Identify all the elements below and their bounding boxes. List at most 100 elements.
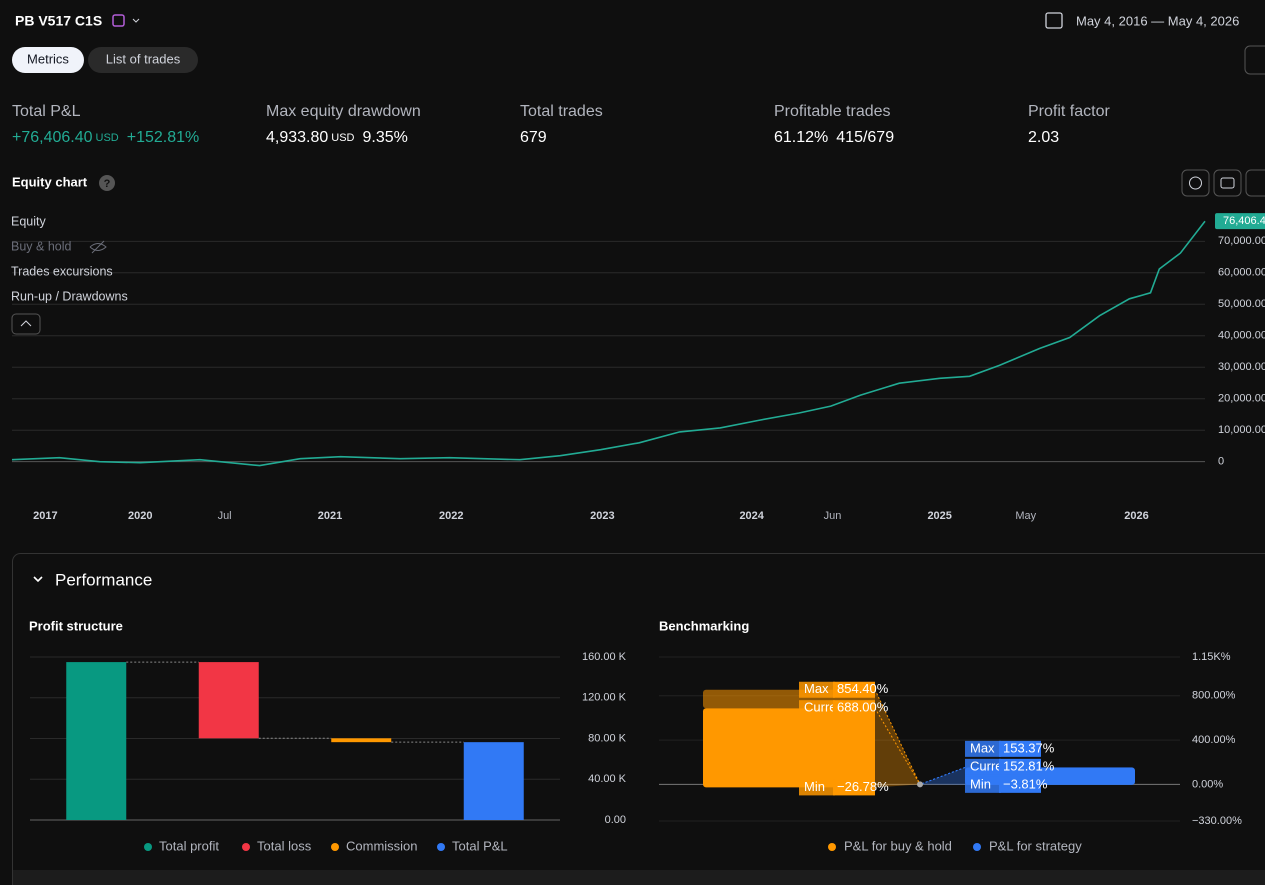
profit-structure: 0.00 40.00 K 80.00 K 120.00 K 160.00 K Total … xyxy=(30,651,627,853)
y-tick-label: 120.00 K xyxy=(582,692,627,704)
y-tick-label: 160.00 K xyxy=(582,651,627,663)
metric-label: Profit factor xyxy=(1028,103,1110,120)
metric-value: 2.03 xyxy=(1028,129,1059,146)
legend-label: P&L for strategy xyxy=(989,838,1082,853)
y-tick-label: 80.00 K xyxy=(588,732,627,744)
legend-dot xyxy=(437,843,445,851)
spread-line xyxy=(919,767,966,785)
metric-unit: USD xyxy=(331,132,354,144)
legend-option[interactable]: Buy & hold xyxy=(11,239,72,253)
legend-label: Commission xyxy=(346,838,418,853)
legend-dot xyxy=(242,843,250,851)
y-tick-label: 0 xyxy=(1218,456,1224,468)
date-range[interactable]: May 4, 2016 — May 4, 2026 xyxy=(1076,13,1239,28)
equity-chart: 0 10,000.00 20,000.00 30,000.00 40,000.00 50,… xyxy=(11,213,1265,522)
legend-dot xyxy=(973,843,981,851)
strategy-icon xyxy=(112,14,125,27)
legend-label: Total profit xyxy=(159,838,219,853)
stat-value-box xyxy=(833,700,875,717)
calendar-icon[interactable] xyxy=(1045,12,1063,29)
stat-label-box xyxy=(799,779,835,796)
y-tick-label: 0.00 xyxy=(605,814,626,826)
metric-value: +76,406.40 USD +152.81% xyxy=(12,129,199,146)
metric-number: +76,406.40 xyxy=(12,129,93,146)
metric-value: 61.12% 415/679 xyxy=(774,129,894,146)
metric-number: 2.03 xyxy=(1028,129,1059,146)
metric-label: Profitable trades xyxy=(774,103,891,120)
metrics: Total P&L+76,406.40 USD +152.81%Max equity… xyxy=(12,103,1110,146)
performance-title[interactable]: Performance xyxy=(55,570,152,589)
stat-value-box xyxy=(999,758,1041,775)
legend-option[interactable]: Trades excursions xyxy=(11,264,113,278)
stat-value-box xyxy=(833,681,875,698)
stat-label-box xyxy=(965,758,1001,775)
profit-title: Profit structure xyxy=(29,618,123,633)
metric-number: 4,933.80 xyxy=(266,129,328,146)
performance-panel xyxy=(12,553,1265,885)
metric-extra: +152.81% xyxy=(127,129,200,146)
x-tick-label: 2023 xyxy=(590,510,614,522)
y-tick-label: −330.00% xyxy=(1192,815,1242,827)
x-tick-label: 2022 xyxy=(439,510,463,522)
stat-value: 153.37% xyxy=(1003,740,1055,755)
stat-label-box xyxy=(799,700,835,717)
stat-label-box xyxy=(799,681,835,698)
y-tick-label: 50,000.00 xyxy=(1218,298,1265,310)
legend-dot xyxy=(828,843,836,851)
y-tick-label: 400.00% xyxy=(1192,734,1236,746)
metric-value: 679 xyxy=(520,129,547,146)
stat-label: Min xyxy=(970,776,991,791)
tab-label[interactable]: Metrics xyxy=(27,51,69,66)
help-icon[interactable] xyxy=(99,175,115,191)
legend-label: Total loss xyxy=(257,838,312,853)
stat-value: 152.81% xyxy=(1003,758,1055,773)
performance-toggle[interactable] xyxy=(33,576,43,583)
legend-option[interactable]: Run-up / Drawdowns xyxy=(11,289,128,303)
y-tick-label: 800.00% xyxy=(1192,690,1236,702)
legend-label: Total P&L xyxy=(452,838,508,853)
camera-button[interactable] xyxy=(1213,169,1242,197)
tab-label[interactable]: List of trades xyxy=(106,51,181,66)
x-tick-label: Jun xyxy=(824,510,842,522)
bar xyxy=(331,738,392,743)
origin-point xyxy=(917,781,923,788)
collapse-button[interactable] xyxy=(11,313,41,335)
last-value-badge xyxy=(1215,213,1265,230)
dropdown-arrow[interactable] xyxy=(132,18,140,23)
y-tick-label: 20,000.00 xyxy=(1218,393,1265,405)
expand-button[interactable] xyxy=(1245,169,1265,197)
x-tick-label: 2021 xyxy=(318,510,342,522)
x-tick-label: Jul xyxy=(218,510,232,522)
tab-trades[interactable] xyxy=(88,47,198,73)
x-tick-label: 2017 xyxy=(33,510,57,522)
legend-label: P&L for buy & hold xyxy=(844,838,952,853)
equity-title: Equity chart xyxy=(12,174,88,189)
bench-title: Benchmarking xyxy=(659,618,749,633)
x-tick-label: 2026 xyxy=(1124,510,1148,522)
bar xyxy=(198,662,259,739)
legend-label[interactable]: Equity xyxy=(11,214,46,228)
stat-label: Max xyxy=(804,681,829,696)
metric-unit: USD xyxy=(96,132,119,144)
spread-line xyxy=(874,689,921,785)
y-tick-label: 10,000.00 xyxy=(1218,424,1265,436)
stat-label-box xyxy=(965,776,1001,793)
y-tick-label: 1.15K% xyxy=(1192,651,1231,663)
hidden-icon[interactable] xyxy=(89,240,107,254)
x-tick-label: 2020 xyxy=(128,510,152,522)
legend-dot xyxy=(144,843,152,851)
tab-metrics[interactable] xyxy=(12,47,84,73)
x-tick-label: 2025 xyxy=(927,510,951,522)
settings-button[interactable] xyxy=(1181,169,1210,197)
last-value-label: 76,406.40 xyxy=(1223,215,1265,227)
y-tick-label: 40,000.00 xyxy=(1218,330,1265,342)
stat-label-box xyxy=(965,740,1001,757)
y-tick-label: 40.00 K xyxy=(588,773,627,785)
menu-button[interactable] xyxy=(1244,45,1265,75)
metric-number: 679 xyxy=(520,129,547,146)
help-mark: ? xyxy=(104,178,111,190)
bar xyxy=(463,742,524,820)
metric-number: 61.12% xyxy=(774,129,828,146)
metric-label: Total trades xyxy=(520,103,603,120)
